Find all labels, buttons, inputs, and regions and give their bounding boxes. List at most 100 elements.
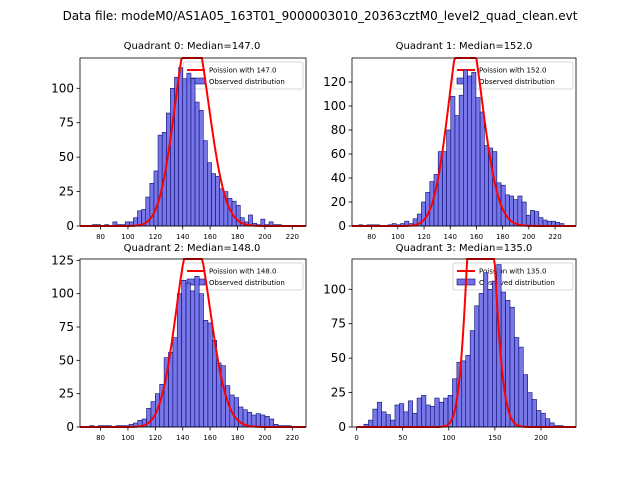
quadrant-2-bar <box>203 320 209 428</box>
quadrant-3-ytick-label: 25 <box>331 386 346 400</box>
quadrant-3-bar <box>483 272 489 428</box>
quadrant-0-ytick-label: 25 <box>59 185 74 199</box>
quadrant-1-bar <box>463 69 468 227</box>
quadrant-0-xtick-label: 220 <box>286 233 299 241</box>
quadrant-1-ytick-label: 40 <box>331 171 346 185</box>
quadrant-2-bar <box>185 282 191 428</box>
quadrant-1-bar <box>442 151 447 227</box>
quadrant-0-bar <box>219 188 225 227</box>
quadrant-1-bar <box>517 195 523 227</box>
quadrant-2-bar <box>207 322 213 428</box>
quadrant-2-ytick-label: 25 <box>59 387 74 401</box>
quadrant-1-xtick-label: 160 <box>470 233 483 241</box>
quadrant-2-bar <box>260 414 266 428</box>
quadrant-2-xtick-label: 120 <box>149 434 162 442</box>
quadrant-0-bar <box>194 101 200 227</box>
quadrant-2-axes-frame <box>79 258 307 428</box>
quadrant-0-bar <box>207 162 212 227</box>
quadrant-0-axes-frame <box>79 57 307 227</box>
quadrant-2-bar <box>198 293 204 428</box>
quadrant-0-ytick-label: 0 <box>66 219 74 233</box>
quadrant-1-ytick-label: 100 <box>323 99 346 113</box>
quadrant-1-bar <box>538 217 544 227</box>
quadrant-3-xtick-label: 50 <box>398 434 407 442</box>
quadrant-2-ytick-label: 100 <box>51 287 74 301</box>
quadrant-1-xtick-label: 140 <box>444 233 457 241</box>
quadrant-3-legend-box <box>452 262 574 291</box>
quadrant-3-bar <box>474 305 480 428</box>
quadrant-1-ytick-label: 60 <box>331 147 346 161</box>
quadrant-0-ytick-label: 75 <box>59 116 74 130</box>
quadrant-2-legend-bar-label: Observed distribution <box>209 279 285 287</box>
quadrant-1-bar <box>534 211 540 227</box>
quadrant-1-xtick-label: 180 <box>496 233 509 241</box>
quadrant-0-bar <box>190 78 196 227</box>
quadrant-1-bar <box>458 94 464 227</box>
quadrant-1-bar <box>450 96 456 227</box>
quadrant-3-bar <box>381 411 387 428</box>
quadrant-2-bar <box>268 418 274 428</box>
quadrant-1-ytick-label: 20 <box>331 195 346 209</box>
quadrant-0-xtick-label: 160 <box>203 233 216 241</box>
quadrant-0-xtick-label: 140 <box>176 233 189 241</box>
quadrant-0-xtick-label: 180 <box>231 233 244 241</box>
quadrant-3-bar <box>522 374 528 428</box>
quadrant-2-bar <box>176 293 182 428</box>
quadrant-3-ytick-label: 50 <box>331 351 346 365</box>
quadrant-0-legend-line-label: Poission with 147.0 <box>209 67 277 75</box>
quadrant-3-bar <box>430 406 436 428</box>
quadrant-0-legend-bar-label: Observed distribution <box>209 78 285 86</box>
quadrant-0-xtick-label: 200 <box>258 233 271 241</box>
quadrant-2-bar <box>264 416 270 428</box>
quadrant-1-bar <box>483 145 489 227</box>
quadrant-3-bar <box>545 418 551 428</box>
quadrant-3-ytick-label: 100 <box>323 282 346 296</box>
quadrant-3-bar <box>390 419 396 428</box>
quadrant-3-bar <box>368 419 374 428</box>
quadrant-1-axes-frame <box>351 57 577 227</box>
quadrant-0-bar <box>186 72 192 227</box>
quadrant-3-xtick-label: 200 <box>534 434 547 442</box>
quadrant-1-xtick-label: 100 <box>391 233 404 241</box>
quadrant-3-bar <box>407 400 413 428</box>
quadrant-1-legend-bar-label: Observed distribution <box>479 78 555 86</box>
quadrant-1-xtick-label: 200 <box>522 233 535 241</box>
quadrant-3-bar <box>465 355 471 428</box>
quadrant-2-xtick-label: 140 <box>176 434 189 442</box>
quadrant-0-title: Quadrant 0: Median=147.0 <box>124 41 261 52</box>
quadrant-3-bar <box>394 404 400 428</box>
quadrant-3-bar <box>376 401 382 428</box>
quadrant-2-xtick-label: 220 <box>286 434 299 442</box>
quadrant-1-bar <box>521 201 527 227</box>
quadrant-3-bar <box>385 414 391 428</box>
quadrant-1-title: Quadrant 1: Median=152.0 <box>396 41 533 52</box>
quadrant-3-bar <box>403 411 409 428</box>
quadrant-3-bar <box>416 397 422 428</box>
quadrant-3-bar <box>372 408 378 428</box>
quadrant-2-bar <box>233 397 239 428</box>
quadrant-1-ytick-label: 80 <box>331 123 346 137</box>
quadrant-3-bar <box>478 293 484 428</box>
quadrant-3-bar <box>536 410 542 428</box>
quadrant-0-bar <box>165 112 171 227</box>
quadrant-3-xtick-label: 150 <box>488 434 501 442</box>
quadrant-0-bar <box>182 78 188 227</box>
quadrant-3-bar <box>438 401 444 428</box>
quadrant-1-bar <box>467 75 473 227</box>
quadrant-3-bar <box>527 392 533 428</box>
quadrant-3-bar <box>487 288 493 428</box>
quadrant-2-bar <box>190 290 196 428</box>
quadrant-1-ytick-label: 120 <box>323 75 346 89</box>
quadrant-2-xtick-label: 80 <box>96 434 105 442</box>
quadrant-1-bar <box>530 210 535 227</box>
quadrant-1-bar <box>479 111 485 227</box>
quadrant-3-ytick-label: 0 <box>338 420 346 434</box>
quadrant-3-bar <box>531 399 537 428</box>
quadrant-0-ytick-label: 100 <box>51 81 74 95</box>
quadrant-3-bar <box>514 337 520 428</box>
quadrant-1-panel: Quadrant 1: Median=152.0 Poission with 1… <box>323 41 577 241</box>
quadrant-3-bar <box>461 360 467 428</box>
quadrant-0-bar <box>211 173 216 227</box>
quadrant-2-panel: Quadrant 2: Median=148.0 Poission with 1… <box>51 243 307 442</box>
quadrant-0-bar <box>178 67 184 227</box>
